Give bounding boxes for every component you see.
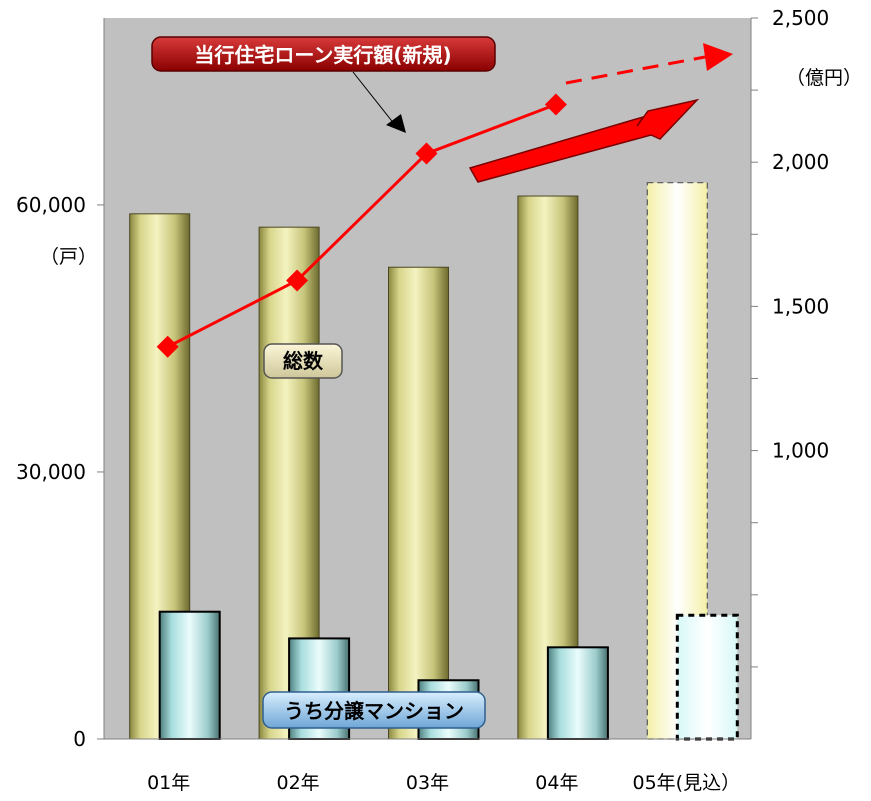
total-series-label: 総数 [263, 343, 343, 379]
right-tick-label-4: 2,500 [772, 6, 829, 30]
trend-arrow [468, 98, 700, 183]
loan-amount-line [156, 93, 567, 358]
right-axis-ticks: 1,000 1,500 2,000 2,500 [751, 6, 829, 668]
loan-line-path [167, 103, 557, 349]
loan-point-3 [415, 142, 438, 165]
right-tick-label-3: 2,000 [772, 150, 829, 174]
left-tick-label-3: 60,000 [16, 193, 86, 217]
left-tick-label-2: 30,000 [16, 460, 86, 484]
projection-dashed-arrow [565, 43, 733, 85]
x-axis-labels: 01年 02年 03年 04年 05年(見込） [147, 772, 740, 794]
x-tick-label-2: 02年 [277, 772, 320, 794]
right-tick-label-1: 1,000 [772, 439, 829, 463]
x-tick-label-4: 04年 [535, 772, 578, 794]
loan-point-1 [156, 335, 179, 358]
left-tick-label-1: 0 [73, 727, 86, 751]
line-series-label: 当行住宅ローン実行額(新規) [151, 36, 496, 72]
loan-point-2 [286, 269, 309, 292]
total-bar-3 [388, 266, 449, 740]
left-axis-unit-label: （戸） [40, 246, 97, 268]
x-tick-label-5: 05年(見込） [633, 772, 741, 794]
condo-bar-4 [546, 646, 609, 740]
left-axis-ticks: 0 30,000 60,000 [16, 193, 104, 751]
condo-bar-1 [158, 610, 221, 740]
right-axis-unit-label: （億円） [786, 67, 862, 89]
condo-series-label-text: うち分譲マンション [284, 699, 464, 723]
condo-series-label: うち分譲マンション [262, 691, 486, 729]
right-tick-label-2: 1,500 [772, 294, 829, 318]
total-series-label-text: 総数 [283, 349, 324, 373]
condo-bar-5 [675, 613, 739, 741]
x-tick-label-3: 03年 [406, 772, 449, 794]
loan-point-4 [544, 93, 567, 116]
line-series-label-text: 当行住宅ローン実行額(新規) [194, 43, 451, 67]
x-tick-label-1: 01年 [147, 772, 190, 794]
line-label-pointer [352, 71, 406, 133]
